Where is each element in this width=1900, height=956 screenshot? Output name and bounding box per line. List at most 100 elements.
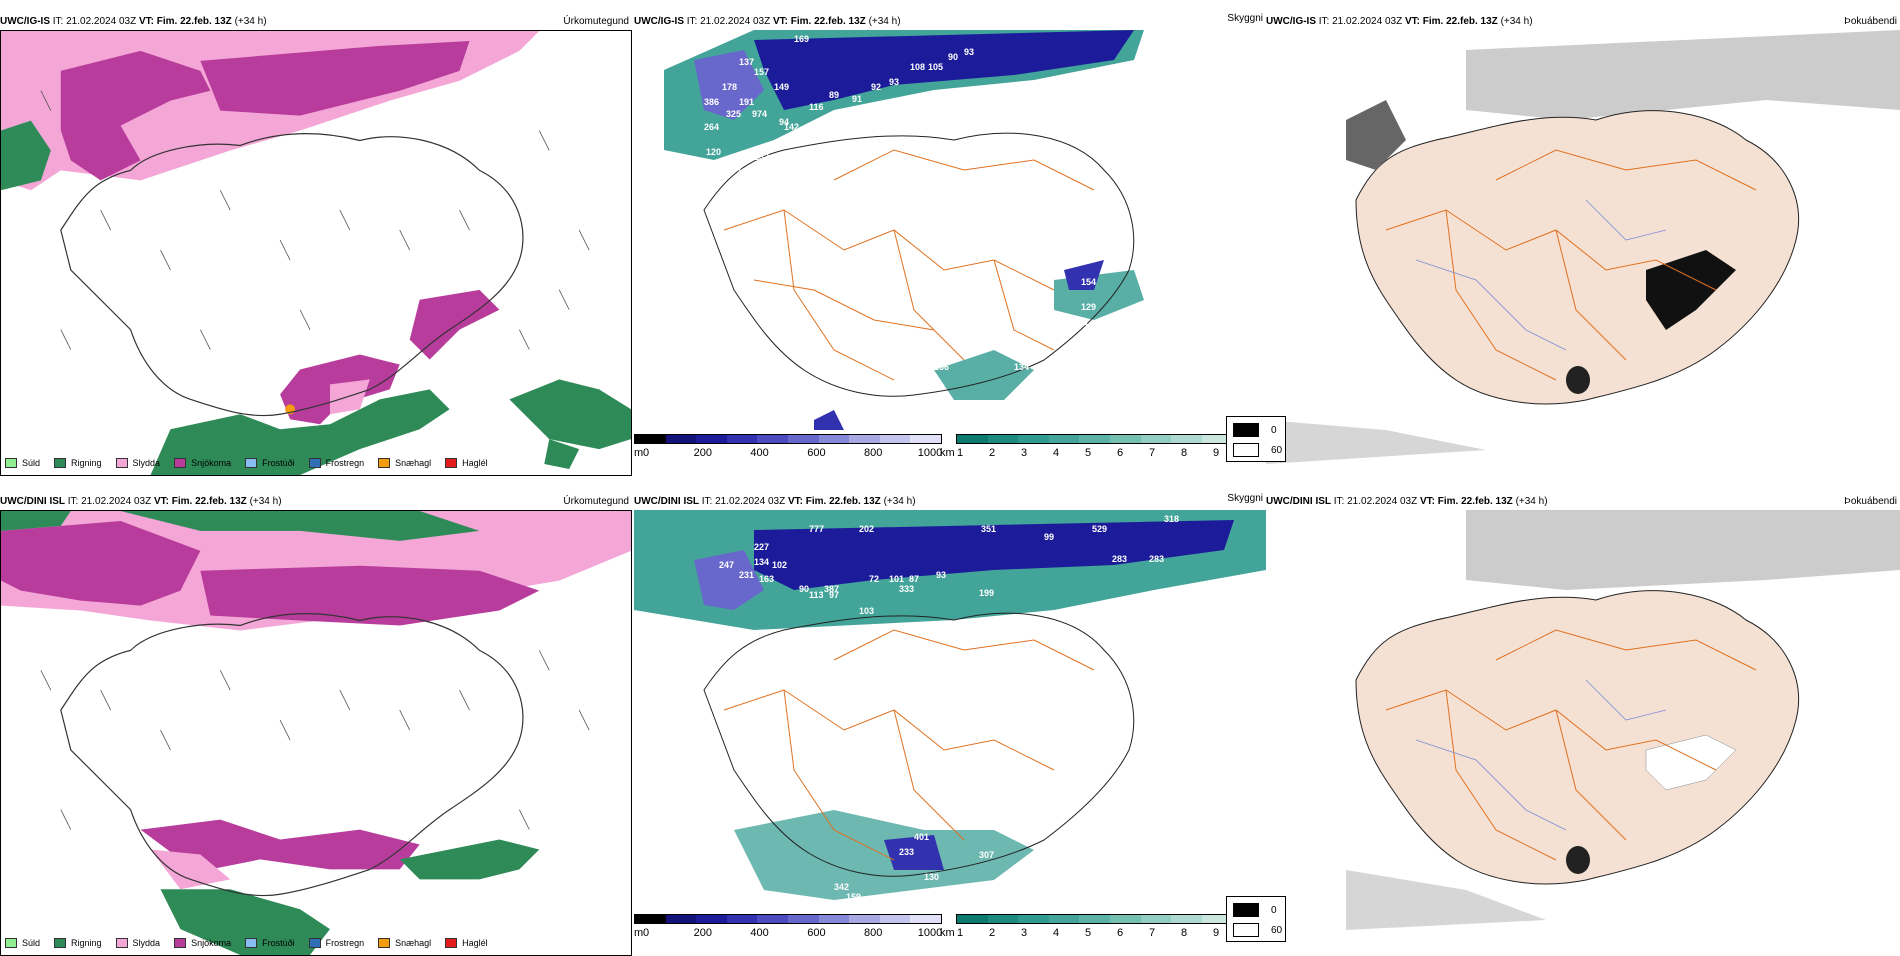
cloud-base-label: 318: [1164, 514, 1179, 524]
colorbar-tick: 6: [1116, 927, 1124, 939]
colorbar-tick: 7: [1148, 927, 1156, 939]
cloud-header: UWC/DINI ISL IT: 21.02.2024 03Z VT: Fim.…: [634, 493, 1266, 510]
fog-legend-label: 60: [1271, 924, 1283, 936]
colorbar-tick: 0: [642, 447, 650, 459]
panel-field-name: Skyggni: [1227, 13, 1263, 24]
precip-header: UWC/DINI ISL IT: 21.02.2024 03Z VT: Fim.…: [0, 494, 632, 510]
colorbar-segment: [849, 435, 880, 443]
cloud-base-label: 266: [934, 362, 949, 372]
fog-legend-label: 0: [1271, 424, 1277, 436]
colorbar-segment: [757, 435, 788, 443]
legend-item: Haglél: [445, 458, 488, 468]
cloud-base-label: 157: [754, 67, 769, 77]
cloud-base-label: 227: [736, 167, 751, 177]
cloud-base-label: 342: [834, 882, 849, 892]
fog-legend-label: 60: [1271, 444, 1283, 456]
legend-swatch: [174, 458, 187, 468]
colorbar-tick: 0: [642, 927, 650, 939]
cloud-base-label: 325: [726, 109, 741, 119]
legend-label: Snjókoma: [191, 938, 232, 948]
model-name: UWC/IG-IS: [634, 16, 684, 27]
legend-item: Snæhagl: [378, 938, 431, 948]
lead-time: (+34 h): [883, 496, 916, 507]
precip-map[interactable]: Súld Rigning Slydda Snjókoma Frostúði Frostre…: [0, 510, 632, 956]
colorbar-segment: [910, 915, 941, 923]
precip-map[interactable]: Súld Rigning Slydda Snjókoma Frostúði Frostre…: [0, 30, 632, 476]
legend-label: Frostúði: [262, 938, 295, 948]
panel-field-name: Skyggni: [1227, 493, 1263, 504]
legend-item: Haglél: [445, 938, 488, 948]
colorbar-tick: 2: [988, 927, 996, 939]
legend-item: Súld: [5, 938, 40, 948]
colorbar-segment: [665, 915, 697, 923]
colorbar-tick: 9: [1212, 927, 1220, 939]
cloud-base-label: 72: [869, 574, 879, 584]
fog-legend-label: 0: [1271, 904, 1277, 916]
cloud-base-label: 169: [794, 34, 809, 44]
cloud-base-label: 116: [809, 102, 824, 112]
colorbar-segment: [726, 915, 758, 923]
colorbar-tick: 800: [864, 447, 883, 459]
cloud-map[interactable]: 777 202 351 99 529 318 227 134 102 283 283 247 231 16…: [634, 510, 1266, 910]
colorbar-tick: 3: [1020, 927, 1028, 939]
colorbar-segment: [726, 435, 758, 443]
fog-panel-row1: UWC/IG-IS IT: 21.02.2024 03Z VT: Fim. 22…: [1226, 14, 1900, 464]
init-time: IT: 21.02.2024 03Z: [701, 496, 786, 507]
colorbar-segment: [696, 915, 727, 923]
init-time: IT: 21.02.2024 03Z: [1333, 496, 1418, 507]
legend-item: Rigning: [54, 938, 102, 948]
valid-time: VT: Fim. 22.feb. 13Z: [772, 16, 866, 27]
colorbar-segment: [1048, 435, 1080, 443]
legend-label: Frostregn: [325, 458, 365, 468]
colorbar-tick: 9: [1212, 447, 1220, 459]
fog-map[interactable]: [1266, 30, 1900, 464]
colorbar-tick: 4: [1052, 927, 1060, 939]
legend-item: Súld: [5, 458, 40, 468]
legend-swatch: [245, 458, 258, 468]
cloud-base-label: 191: [739, 97, 754, 107]
cloud-base-label: 178: [722, 82, 737, 92]
colorbar-segment: [1079, 435, 1110, 443]
colorbar-tick: 4: [1052, 447, 1060, 459]
cloud-base-label: 159: [846, 892, 861, 902]
cloud-base-label: 87: [909, 574, 919, 584]
cloud-base-label: 199: [979, 588, 994, 598]
legend-label: Haglél: [462, 458, 488, 468]
cloud-base-label: 129: [1081, 302, 1096, 312]
cloud-base-label: 163: [759, 574, 774, 584]
fog-map[interactable]: [1266, 510, 1900, 944]
legend-swatch: [174, 938, 187, 948]
colorbar-segment: [910, 435, 941, 443]
legend-item: Slydda: [115, 458, 160, 468]
lead-time: (+34 h): [249, 496, 282, 507]
legend-swatch: [115, 458, 128, 468]
colorbar-segment: [1048, 915, 1080, 923]
colorbar-segment: [818, 435, 850, 443]
legend-label: Snæhagl: [395, 458, 432, 468]
cloud-base-label: 777: [809, 524, 824, 534]
precip-map-svg: [1, 31, 631, 475]
colorbar-segment: [1171, 435, 1202, 443]
cloud-base-label: 134: [1014, 362, 1029, 372]
legend-label: Rigning: [71, 458, 102, 468]
legend-swatch: [445, 458, 458, 468]
precip-header: UWC/IG-IS IT: 21.02.2024 03Z VT: Fim. 22…: [0, 14, 632, 30]
cloudbase-unit: m: [634, 447, 644, 459]
legend-item: Frostregn: [308, 458, 365, 468]
colorbar-segment: [1201, 435, 1233, 443]
fog-panel-row2: UWC/DINI ISL IT: 21.02.2024 03Z VT: Fim.…: [1226, 494, 1900, 944]
model-name: UWC/DINI ISL: [1266, 496, 1331, 507]
cloud-map[interactable]: 169 137 157 149 178 191 386 325 974 94 264 142 116 89…: [634, 30, 1266, 430]
cloudbase-colorbar: m 0 200 400 600 800 1000: [634, 914, 944, 944]
cloud-base-label: 283: [1149, 554, 1164, 564]
cloud-base-label: 99: [1044, 532, 1054, 542]
fog-legend-item: 0: [1233, 903, 1277, 917]
lead-time: (+34 h): [868, 16, 901, 27]
cloud-base-label: 264: [704, 122, 719, 132]
cloud-base-label: 227: [754, 542, 769, 552]
cloud-base-label: 89: [829, 90, 839, 100]
fog-map-svg: [1266, 510, 1900, 944]
colorbar-segment: [987, 435, 1019, 443]
colorbar-tick: 400: [750, 447, 769, 459]
cloud-base-label: 137: [739, 57, 754, 67]
